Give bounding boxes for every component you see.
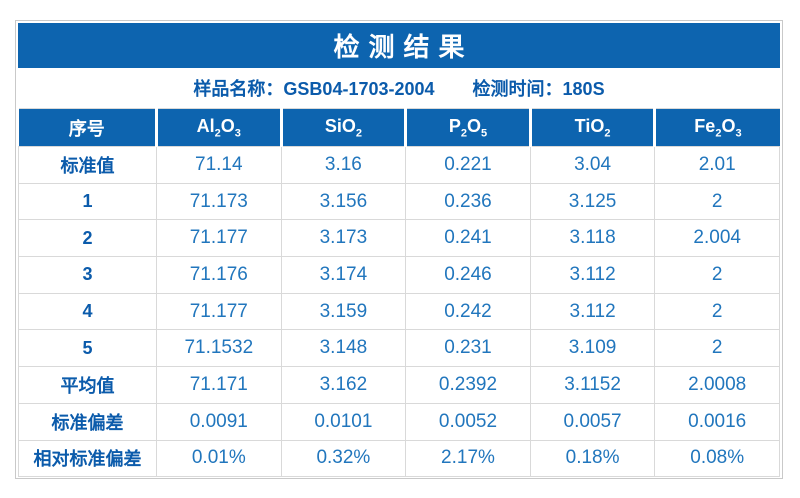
table-row: 3 71.176 3.174 0.246 3.112 2 (18, 256, 780, 294)
value-cell: 0.0057 (529, 402, 656, 441)
value-cell: 3.109 (529, 329, 656, 368)
row-label: 标准偏差 (18, 402, 157, 441)
value-cell: 3.174 (280, 256, 407, 294)
value-cell: 0.231 (405, 329, 531, 368)
column-header-row: 序号 Al2O3 SiO2 P2O5 TiO2 Fe2O3 (18, 108, 780, 147)
value-cell: 3.162 (280, 366, 407, 404)
column-header-index: 序号 (18, 108, 157, 147)
table-row: 标准值 71.14 3.16 0.221 3.04 2.01 (18, 146, 780, 184)
value-cell: 3.16 (280, 146, 407, 184)
value-cell: 0.18% (529, 439, 656, 478)
row-label: 2 (18, 219, 157, 258)
page-title: 检测结果 (333, 32, 474, 62)
value-cell: 3.04 (529, 146, 656, 184)
value-cell: 2 (654, 256, 780, 294)
value-cell: 0.0091 (156, 402, 282, 441)
value-cell: 0.236 (405, 182, 531, 221)
table-row: 1 71.173 3.156 0.236 3.125 2 (18, 182, 780, 221)
value-cell: 3.112 (529, 256, 656, 294)
value-cell: 3.159 (280, 292, 407, 331)
row-label: 相对标准偏差 (18, 439, 157, 478)
table-row: 相对标准偏差 0.01% 0.32% 2.17% 0.18% 0.08% (18, 439, 780, 478)
table-row: 平均值 71.171 3.162 0.2392 3.1152 2.0008 (18, 366, 780, 404)
value-cell: 71.171 (156, 366, 282, 404)
value-cell: 2.004 (654, 219, 780, 258)
value-cell: 0.242 (405, 292, 531, 331)
row-label: 3 (18, 256, 157, 294)
value-cell: 0.241 (405, 219, 531, 258)
value-cell: 3.118 (529, 219, 656, 258)
column-header-SiO2: SiO2 (279, 108, 406, 147)
value-cell: 0.08% (654, 439, 780, 478)
title-bar: 检测结果 (18, 23, 780, 68)
value-cell: 71.176 (156, 256, 282, 294)
column-header-P2O5: P2O5 (404, 108, 531, 147)
row-label: 4 (18, 292, 157, 331)
table-row: 2 71.177 3.173 0.241 3.118 2.004 (18, 219, 780, 258)
detection-time-value: 180S (562, 79, 605, 99)
value-cell: 0.0016 (654, 402, 780, 441)
row-label: 1 (18, 182, 157, 221)
value-cell: 2.17% (405, 439, 531, 478)
table-row: 5 71.1532 3.148 0.231 3.109 2 (18, 329, 780, 368)
table-row: 4 71.177 3.159 0.242 3.112 2 (18, 292, 780, 331)
results-table: 序号 Al2O3 SiO2 P2O5 TiO2 Fe2O3 标准值 71.14 3.16 0.2… (18, 108, 780, 478)
value-cell: 3.148 (280, 329, 407, 368)
column-header-TiO2: TiO2 (528, 108, 655, 147)
table-row: 标准偏差 0.0091 0.0101 0.0052 0.0057 0.0016 (18, 402, 780, 441)
detection-time: 检测时间：180S (473, 75, 605, 101)
value-cell: 0.0052 (405, 402, 531, 441)
value-cell: 3.112 (529, 292, 656, 331)
value-cell: 3.173 (280, 219, 407, 258)
sample-name: 样品名称：GSB04-1703-2004 (193, 75, 434, 101)
value-cell: 3.156 (280, 182, 407, 221)
column-header-Al2O3: Al2O3 (155, 108, 282, 147)
sample-name-value: GSB04-1703-2004 (283, 79, 435, 99)
detection-time-label: 检测时间： (472, 79, 563, 99)
row-label: 标准值 (18, 146, 157, 184)
value-cell: 2.0008 (654, 366, 780, 404)
value-cell: 71.177 (156, 219, 282, 258)
value-cell: 2.01 (654, 146, 780, 184)
value-cell: 0.0101 (280, 402, 407, 441)
value-cell: 71.1532 (156, 329, 282, 368)
value-cell: 0.221 (405, 146, 531, 184)
row-label: 平均值 (18, 366, 157, 404)
value-cell: 0.32% (280, 439, 407, 478)
value-cell: 3.125 (529, 182, 656, 221)
row-label: 5 (18, 329, 157, 368)
value-cell: 2 (654, 292, 780, 331)
value-cell: 3.1152 (529, 366, 656, 404)
value-cell: 0.246 (405, 256, 531, 294)
sample-name-label: 样品名称： (193, 79, 284, 99)
value-cell: 2 (654, 182, 780, 221)
value-cell: 2 (654, 329, 780, 368)
subtitle-bar: 样品名称：GSB04-1703-2004 检测时间：180S (18, 68, 780, 108)
value-cell: 0.2392 (405, 366, 531, 404)
value-cell: 71.173 (156, 182, 282, 221)
value-cell: 71.14 (156, 146, 282, 184)
column-header-Fe2O3: Fe2O3 (653, 108, 780, 147)
results-panel: 检测结果 样品名称：GSB04-1703-2004 检测时间：180S 序号 Al… (15, 20, 783, 479)
value-cell: 71.177 (156, 292, 282, 331)
value-cell: 0.01% (156, 439, 282, 478)
